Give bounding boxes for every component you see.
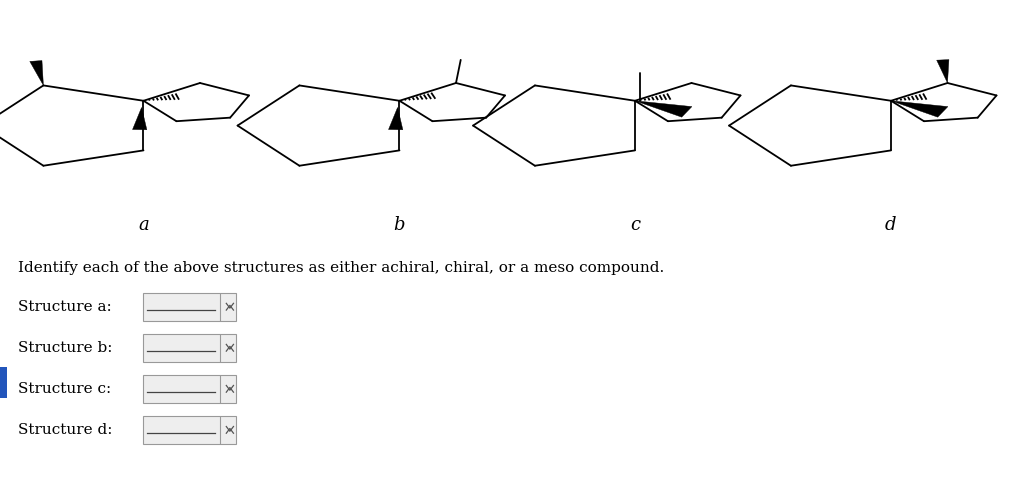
FancyBboxPatch shape: [143, 416, 236, 444]
Polygon shape: [388, 107, 402, 130]
Text: Structure b:: Structure b:: [18, 341, 113, 355]
Text: c: c: [630, 215, 640, 234]
Text: Structure d:: Structure d:: [18, 423, 113, 437]
Polygon shape: [635, 101, 692, 117]
FancyBboxPatch shape: [0, 367, 7, 398]
FancyBboxPatch shape: [143, 293, 236, 321]
Text: b: b: [393, 215, 406, 234]
Text: a: a: [138, 215, 148, 234]
Text: Identify each of the above structures as either achiral, chiral, or a meso compo: Identify each of the above structures as…: [18, 261, 665, 275]
FancyBboxPatch shape: [143, 375, 236, 403]
Text: d: d: [885, 215, 897, 234]
Polygon shape: [30, 60, 43, 85]
Polygon shape: [891, 101, 948, 117]
Text: Structure a:: Structure a:: [18, 300, 113, 313]
Polygon shape: [132, 107, 146, 130]
Polygon shape: [937, 59, 949, 83]
Text: Structure c:: Structure c:: [18, 382, 112, 396]
FancyBboxPatch shape: [143, 334, 236, 362]
